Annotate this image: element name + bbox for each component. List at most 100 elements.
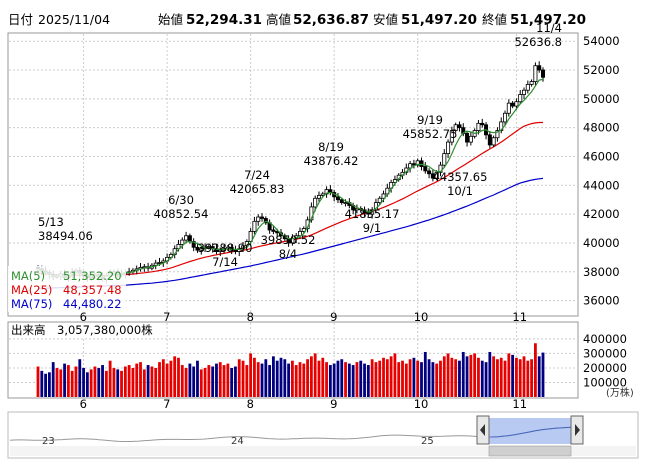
volume-bar [192, 366, 196, 397]
navigator-scrollbar[interactable] [10, 445, 636, 457]
candle-body [180, 239, 185, 245]
x-tick-label: 8 [247, 397, 254, 411]
volume-bar [393, 353, 397, 397]
volume-bar [298, 362, 302, 397]
volume-bar [484, 362, 488, 397]
candle-body [506, 102, 511, 114]
volume-bar [537, 356, 541, 397]
volume-bar [82, 367, 85, 397]
annotation-date: 9/1 [363, 221, 382, 235]
volume-bar [389, 356, 393, 397]
x-tick-label: 7 [163, 397, 170, 411]
volume-bar [541, 352, 545, 397]
volume-bar [264, 359, 268, 397]
price-tick-label: 42000 [583, 207, 620, 221]
volume-unit: (万株) [606, 386, 634, 399]
volume-bar [496, 359, 499, 397]
volume-bar [435, 363, 439, 397]
navigator-selection-line [490, 426, 576, 438]
volume-bar [469, 354, 473, 397]
candle-body [218, 249, 223, 252]
candle-body [525, 84, 530, 91]
x-tick-label: 7 [163, 310, 170, 324]
volume-bar [123, 366, 127, 397]
price-grid [9, 34, 577, 315]
volume-bar [530, 359, 534, 397]
open-value: 52,294.31 [186, 12, 262, 28]
close-label: 終値 [482, 12, 507, 27]
navigator-selection[interactable] [485, 418, 575, 444]
candle-body [442, 153, 447, 166]
candle-body [191, 241, 196, 248]
volume-bar [370, 359, 374, 397]
candle-body [430, 173, 435, 179]
annotation-value: 38494.06 [38, 229, 93, 243]
ma-legend: MA(5) 51,352.20 MA(25) 48,357.48 MA(75) … [8, 266, 126, 312]
volume-bar [55, 367, 59, 397]
volume-bar [347, 363, 351, 397]
candle-body [214, 248, 219, 252]
volume-bar [177, 357, 180, 397]
navigator-left-handle[interactable] [476, 415, 490, 445]
candle-body [457, 124, 462, 129]
volume-bar [332, 363, 336, 397]
volume-value: 3,057,380,000株 [57, 323, 153, 337]
price-tick-label: 50000 [583, 92, 620, 106]
navigator[interactable]: 23 24 25 [7, 411, 639, 459]
x-axis-month-labels: 6 7 8 9 10 11 [80, 310, 527, 324]
volume-bar [279, 357, 283, 397]
volume-bar [313, 353, 317, 397]
candle-body [533, 65, 538, 82]
annotation-date: 7/14 [212, 255, 238, 269]
price-tick-label: 40000 [583, 236, 620, 250]
price-tick-label: 36000 [583, 294, 620, 308]
annotation-date: 7/24 [244, 168, 270, 182]
volume-bar [101, 365, 104, 397]
volume-bar [36, 366, 40, 397]
volume-bar [234, 366, 237, 397]
candle-body [263, 218, 268, 224]
volume-bar [492, 356, 496, 397]
volume-bar [344, 362, 347, 397]
x-tick-label: 6 [80, 310, 87, 324]
candle-body [381, 193, 386, 199]
volume-bar [161, 359, 165, 397]
candle-body [537, 65, 542, 71]
volume-tick-label: 100000 [583, 375, 627, 389]
navigator-year-25: 25 [421, 436, 434, 447]
price-tick-label: 48000 [583, 121, 620, 135]
annotation-value: 52636.8 [514, 35, 562, 49]
candle-body [297, 231, 302, 237]
volume-bar [306, 359, 309, 397]
x-tick-label: 8 [247, 310, 254, 324]
volume-bar [104, 370, 108, 397]
navigator-scroll-thumb[interactable] [488, 445, 572, 457]
volume-bar [146, 365, 150, 397]
volume-bar [458, 360, 461, 397]
candle-body [503, 112, 508, 123]
candle-body [453, 124, 458, 131]
navigator-year-24: 24 [231, 436, 244, 447]
candle-body [529, 81, 534, 85]
volume-bar [150, 366, 154, 397]
volume-bar [378, 360, 382, 397]
volume-bar [287, 363, 291, 397]
volume-bar [439, 360, 442, 397]
volume-bar [173, 356, 177, 397]
candle-body [522, 89, 527, 95]
navigator-right-handle[interactable] [570, 415, 584, 445]
annotation-value: 43876.42 [304, 154, 359, 168]
volume-bar [416, 360, 420, 397]
volume-bar [222, 365, 226, 397]
volume-bar [325, 362, 328, 397]
candle-body [480, 122, 485, 126]
candle-body [157, 262, 162, 264]
volume-bar [97, 367, 101, 397]
candle-body [252, 220, 257, 232]
volume-bar [294, 365, 298, 397]
annotation-value: 44357.65 [433, 170, 488, 184]
header-bar: 日付 2025/11/04 始値 52,294.31 高値 52,636.87 … [8, 12, 586, 28]
volume-bar [199, 369, 203, 397]
volume-bar [85, 372, 89, 397]
candle-body [153, 262, 158, 266]
